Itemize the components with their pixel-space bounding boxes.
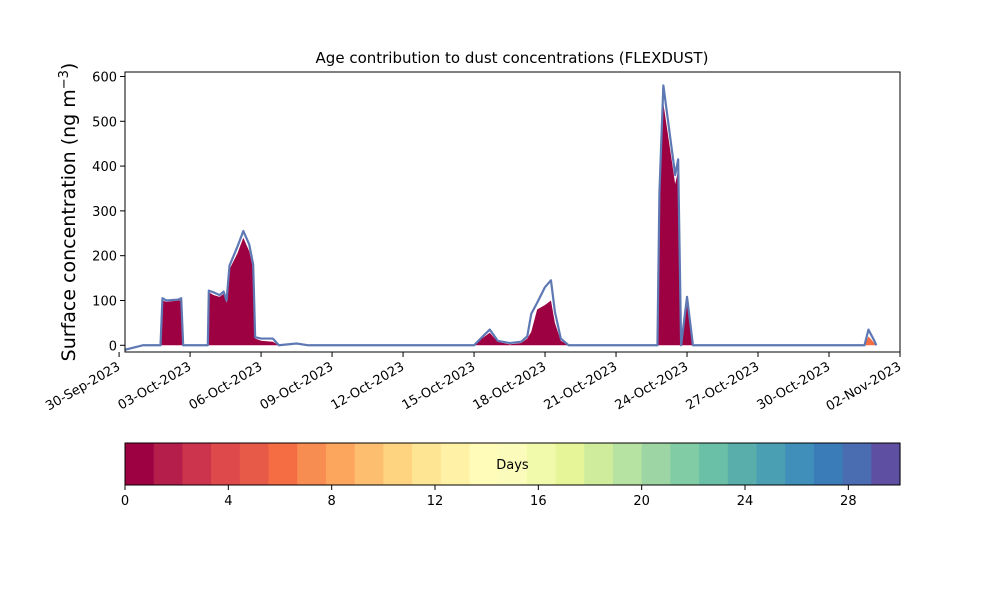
colorbar-segment bbox=[727, 443, 758, 485]
colorbar-tick-label: 16 bbox=[530, 494, 547, 509]
colorbar-segment bbox=[383, 443, 413, 485]
colorbar-segment bbox=[526, 443, 557, 485]
plot-frame bbox=[124, 71, 901, 353]
colorbar-segment bbox=[641, 443, 671, 485]
colorbar-segment bbox=[555, 443, 585, 485]
colorbar-segment bbox=[440, 443, 471, 485]
colorbar-segment bbox=[211, 443, 241, 485]
colorbar-segment bbox=[584, 443, 614, 485]
y-tick-label: 200 bbox=[92, 250, 117, 265]
colorbar-segment bbox=[498, 443, 528, 485]
colorbar-segment bbox=[871, 443, 901, 485]
colorbar-tick-label: 12 bbox=[427, 494, 444, 509]
colorbar-tick-label: 8 bbox=[328, 494, 336, 509]
y-tick-label: 600 bbox=[92, 70, 117, 85]
colorbar-label: Days bbox=[496, 458, 529, 473]
colorbar-segment bbox=[756, 443, 786, 485]
area-series-1 bbox=[864, 336, 877, 346]
x-tick-label: 12-Oct-2023 bbox=[329, 359, 407, 413]
colorbar-segment bbox=[297, 443, 327, 485]
x-tick-label: 24-Oct-2023 bbox=[613, 359, 691, 413]
x-tick-label: 09-Oct-2023 bbox=[258, 359, 336, 413]
colorbar-segment bbox=[354, 443, 384, 485]
colorbar-tick-label: 4 bbox=[224, 494, 232, 509]
colorbar-segment bbox=[125, 443, 155, 485]
area-series-0 bbox=[142, 103, 877, 346]
y-tick-label: 0 bbox=[109, 339, 117, 354]
chart-title: Age contribution to dust concentrations … bbox=[316, 49, 709, 67]
colorbar-segment bbox=[268, 443, 298, 485]
x-tick-label: 30-Oct-2023 bbox=[755, 359, 833, 413]
colorbar-tick-label: 0 bbox=[121, 494, 129, 509]
colorbar: 0 4 8 12 16 20 24 28 Days bbox=[121, 442, 901, 509]
y-axis-label: Surface concentration (ng m−3) bbox=[57, 63, 80, 362]
total-line bbox=[125, 84, 878, 351]
colorbar-segment bbox=[325, 443, 356, 485]
colorbar-tick-label: 28 bbox=[840, 494, 857, 509]
colorbar-segment bbox=[670, 443, 700, 485]
colorbar-tick-label: 20 bbox=[633, 494, 650, 509]
x-tick-label: 21-Oct-2023 bbox=[542, 359, 620, 413]
y-tick-label: 500 bbox=[92, 115, 117, 130]
plot-area: 0 100 200 300 400 500 600 30-Sep-202303-Oct-202… bbox=[43, 70, 904, 414]
y-tick-label: 300 bbox=[92, 205, 117, 220]
plot-data bbox=[125, 84, 878, 351]
colorbar-segment bbox=[469, 443, 499, 485]
x-tick-label: 06-Oct-2023 bbox=[187, 359, 265, 413]
x-tick-label: 27-Oct-2023 bbox=[684, 359, 762, 413]
colorbar-segment bbox=[612, 443, 643, 485]
colorbar-segment bbox=[813, 443, 844, 485]
colorbar-tick-label: 24 bbox=[737, 494, 754, 509]
x-tick-label: 03-Oct-2023 bbox=[116, 359, 194, 413]
x-tick-label: 18-Oct-2023 bbox=[471, 359, 549, 413]
colorbar-frame bbox=[124, 442, 901, 486]
colorbar-segment bbox=[239, 443, 270, 485]
colorbar-segment bbox=[842, 443, 872, 485]
colorbar-segment bbox=[785, 443, 815, 485]
colorbar-segment bbox=[153, 443, 183, 485]
colorbar-segment bbox=[412, 443, 442, 485]
colorbar-segment bbox=[699, 443, 729, 485]
y-tick-label: 400 bbox=[92, 160, 117, 175]
x-tick-label: 15-Oct-2023 bbox=[400, 359, 478, 413]
colorbar-segment bbox=[182, 443, 212, 485]
x-tick-label: 02-Nov-2023 bbox=[824, 359, 904, 414]
x-tick-label: 30-Sep-2023 bbox=[43, 359, 123, 414]
y-tick-label: 100 bbox=[92, 294, 117, 309]
